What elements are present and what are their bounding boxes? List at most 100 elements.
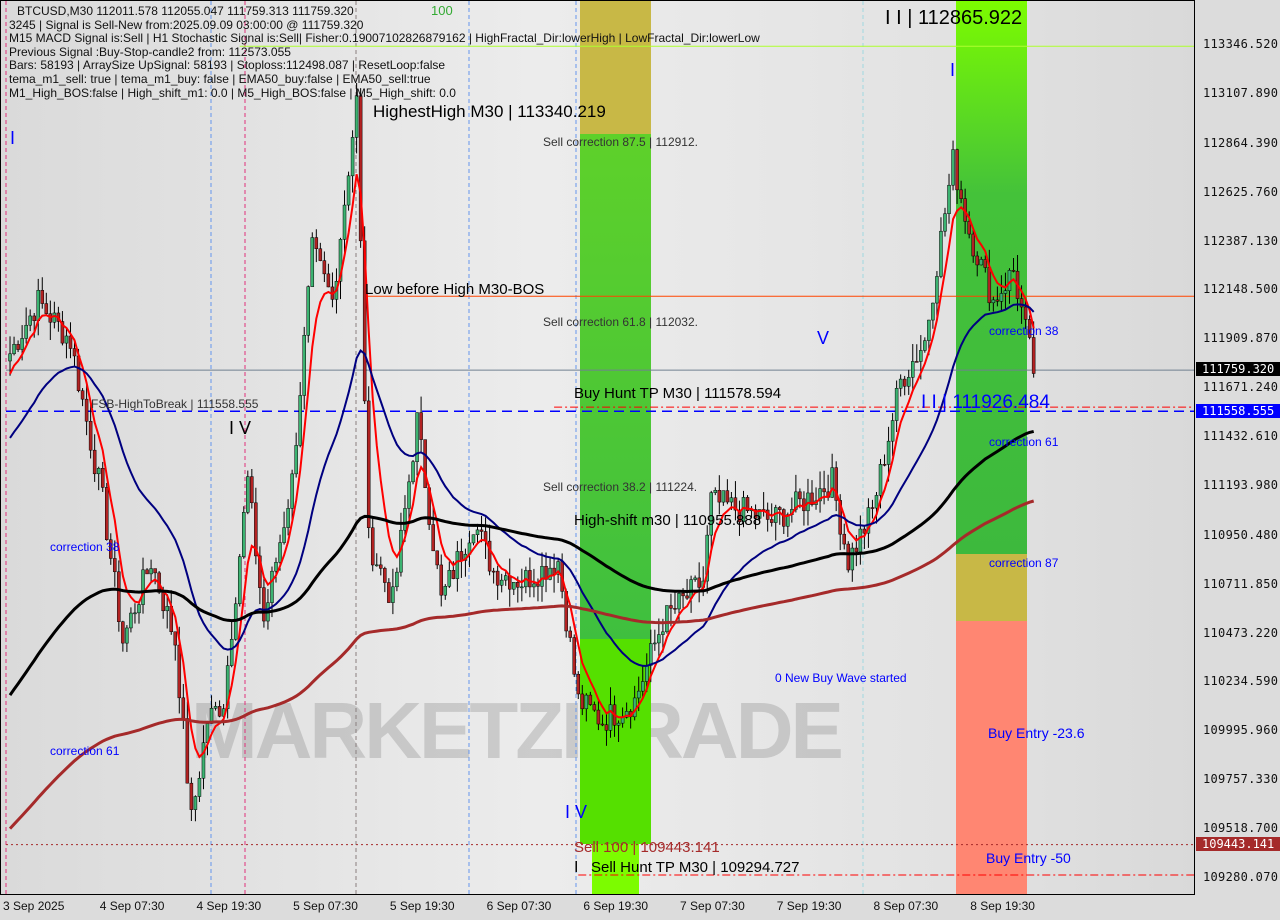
candle-body <box>495 570 500 586</box>
sell-100-label: Sell 100 | 109443.141 <box>574 839 720 856</box>
sell100-price-badge: 109443.141 <box>1196 837 1280 851</box>
candle-body <box>927 319 931 341</box>
candle-body <box>499 579 504 586</box>
candle-body <box>600 723 605 726</box>
buy-entry-236-label: Buy Entry -23.6 <box>988 725 1085 741</box>
info-line: M1_High_BOS:false | High_shift_m1: 0.0 |… <box>9 86 456 100</box>
candle-body <box>298 395 302 446</box>
candle-body <box>902 378 907 387</box>
candle-body <box>616 722 621 726</box>
correction-87-right-label: correction 87 <box>989 556 1059 570</box>
candle-body <box>137 604 141 614</box>
candle-body <box>725 490 730 503</box>
candle-body <box>286 508 290 528</box>
candle-body <box>705 534 709 582</box>
wave-iv-left-label: I V <box>229 418 252 438</box>
candle-body <box>890 420 895 442</box>
candle-body <box>878 464 883 496</box>
candle-body <box>709 492 713 536</box>
moving-average-line <box>8 429 1035 696</box>
candle-body <box>653 642 657 645</box>
y-tick-label: 109518.700 <box>1203 821 1279 836</box>
candle-body <box>20 338 24 350</box>
low-before-high-label: Low before High M30-BOS <box>365 281 545 298</box>
candle-body <box>431 524 435 552</box>
candle-body <box>237 556 242 605</box>
candle-body <box>584 694 589 710</box>
candle-body <box>882 464 887 466</box>
wave-ii-label: I I | 111926.484 <box>921 392 1050 413</box>
candle-body <box>133 612 137 615</box>
buy-hunt-tp-label: Buy Hunt TP M30 | 111578.594 <box>574 385 782 402</box>
candle-body <box>915 361 919 363</box>
candle-body <box>1031 337 1036 374</box>
candle-body <box>681 593 685 597</box>
candle-body <box>415 412 419 462</box>
candle-body <box>665 605 669 633</box>
candle-body <box>92 449 97 475</box>
candle-body <box>443 586 448 596</box>
candle-body <box>435 550 439 566</box>
candle-body <box>645 665 649 682</box>
sell-correction-382-label: Sell correction 38.2 | 111224. <box>543 480 698 494</box>
candle-body <box>161 592 165 612</box>
chart-plot-area[interactable]: MARKETZITRADE BTCUSD,M30 112011.578 1120… <box>0 0 1195 895</box>
candle-body <box>886 440 891 465</box>
candle-body <box>145 569 149 575</box>
y-tick-label: 111909.870 <box>1203 331 1279 346</box>
candle-body <box>987 267 992 304</box>
wave-i-left-label: I <box>10 128 16 148</box>
candle-body <box>407 481 411 509</box>
candle-body <box>213 706 218 709</box>
y-tick-label: 109995.960 <box>1203 723 1279 738</box>
candle-body <box>959 189 963 199</box>
candle-body <box>479 529 484 532</box>
candle-body <box>270 570 274 603</box>
candle-body <box>516 582 520 588</box>
sell-zone-bottom <box>592 844 639 894</box>
y-tick-label: 111671.240 <box>1203 380 1279 395</box>
candle-body <box>745 497 750 512</box>
candle-body <box>254 502 258 557</box>
candle-body <box>753 509 758 519</box>
candle-body <box>503 575 508 581</box>
candle-body <box>64 335 69 344</box>
candle-body <box>693 577 697 580</box>
candle-body <box>512 582 516 590</box>
candle-body <box>173 631 178 646</box>
y-tick-label: 112864.390 <box>1203 135 1279 150</box>
buy-zone-olive <box>956 554 1027 621</box>
current-price-badge: 111759.320 <box>1196 362 1280 376</box>
candle-body <box>201 742 206 779</box>
wave-i-label: I <box>950 60 956 80</box>
candle-body <box>737 509 742 523</box>
candle-body <box>181 697 186 719</box>
candle-body <box>141 569 145 605</box>
candle-body <box>217 706 222 717</box>
x-tick-label: 6 Sep 07:30 <box>486 899 552 913</box>
candle-body <box>624 711 629 718</box>
candle-body <box>229 638 234 666</box>
candle-body <box>822 488 826 493</box>
candle-body <box>475 529 480 535</box>
candle-body <box>109 539 113 559</box>
candle-body <box>439 564 443 596</box>
candle-body <box>318 248 323 261</box>
moving-average-line <box>9 173 1035 759</box>
candle-body <box>28 315 32 326</box>
candle-body <box>576 673 581 695</box>
x-tick-label: 6 Sep 19:30 <box>583 899 649 913</box>
candle-body <box>290 473 294 509</box>
candle-body <box>294 445 298 475</box>
candle-body <box>447 570 452 587</box>
candle-body <box>306 286 310 336</box>
y-tick-label: 112625.760 <box>1203 184 1279 199</box>
candle-body <box>854 547 859 553</box>
candle-body <box>870 507 875 509</box>
candle-body <box>596 709 601 725</box>
candle-body <box>842 533 846 545</box>
candle-body <box>379 564 383 569</box>
x-tick-label: 7 Sep 19:30 <box>776 899 842 913</box>
candle-body <box>508 575 512 590</box>
candle-body <box>830 467 834 498</box>
